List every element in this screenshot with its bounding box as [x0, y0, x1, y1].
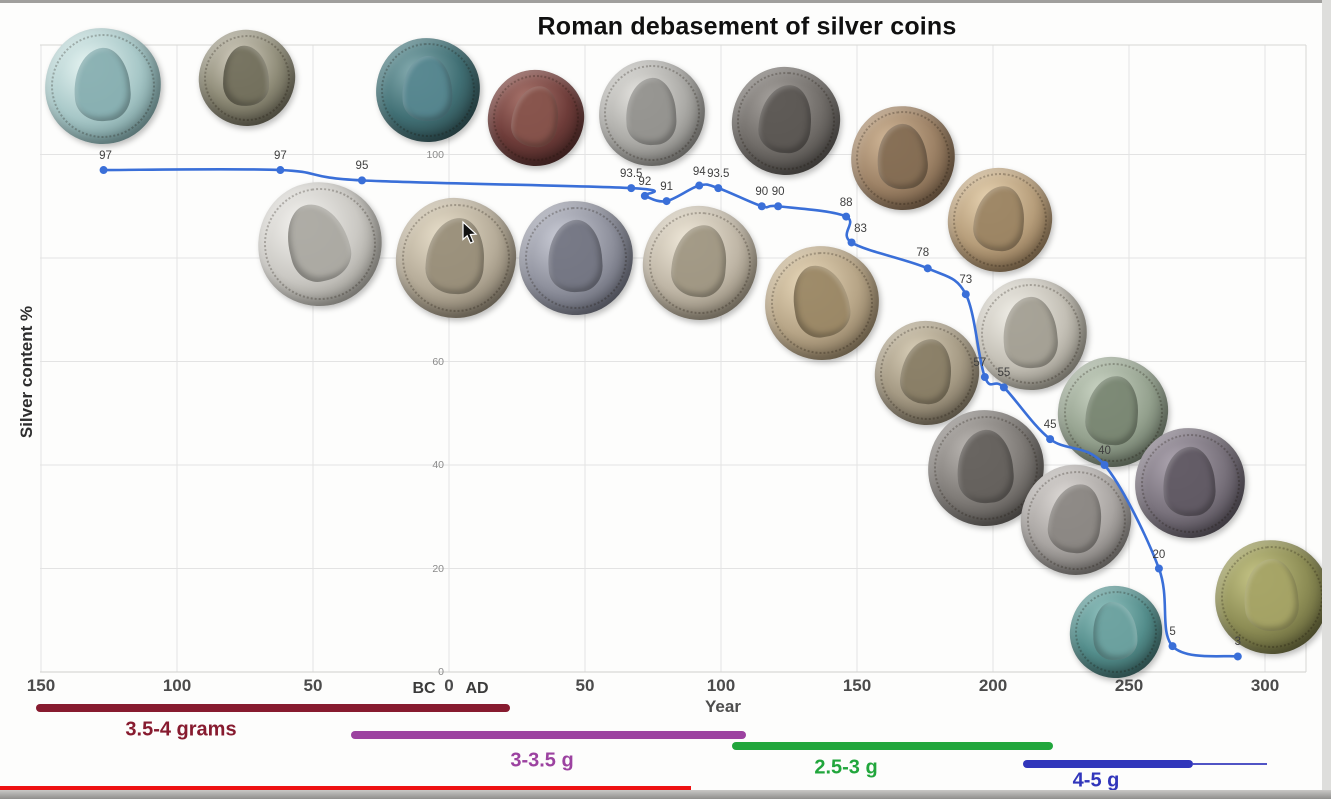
data-point-marker	[1233, 652, 1242, 661]
data-point-label: 5	[1169, 626, 1176, 639]
data-point-label: 94	[692, 165, 706, 178]
data-point-marker	[961, 290, 970, 299]
weight-band-bar	[351, 731, 746, 739]
bc-era-label: BC	[412, 680, 436, 697]
y-tick-label: 100	[426, 148, 444, 161]
data-point-marker	[695, 181, 704, 190]
data-point-label: 90	[771, 186, 785, 199]
weight-band-label: 3-3.5 g	[510, 749, 574, 772]
data-point-label: 78	[916, 247, 930, 260]
data-point-marker	[1100, 461, 1109, 469]
data-point-marker	[640, 191, 649, 200]
weight-band-label: 4-5 g	[1072, 769, 1120, 792]
data-point-label: 3	[1234, 636, 1241, 649]
y-tick-label: 60	[432, 355, 444, 368]
y-tick-label: 20	[432, 562, 444, 575]
x-tick-label: 200	[978, 676, 1008, 695]
data-point-label: 97	[99, 150, 112, 163]
chart-title: Roman debasement of silver coins	[537, 12, 957, 41]
data-point-label: 91	[660, 181, 673, 194]
data-point-marker	[1168, 642, 1177, 651]
data-point-marker	[276, 166, 285, 175]
x-tick-label: 100	[162, 676, 192, 695]
x-tick-label: 0	[444, 676, 454, 695]
data-point-label: 93.5	[620, 168, 643, 181]
x-axis-title: Year	[705, 697, 741, 716]
data-point-label: 20	[1152, 548, 1166, 561]
data-point-label: 73	[959, 274, 973, 287]
x-tick-label: 250	[1114, 676, 1144, 695]
ad-era-label: AD	[465, 680, 489, 697]
data-point-label: 57	[973, 357, 987, 370]
data-point-marker	[662, 197, 671, 206]
weight-band-bar	[36, 704, 510, 712]
data-point-marker	[99, 166, 108, 175]
data-point-label: 97	[273, 150, 287, 163]
weight-band-label: 2.5-3 g	[814, 756, 878, 779]
data-point-label: 93.5	[707, 168, 730, 181]
weight-band-thin-tail	[1193, 763, 1267, 765]
data-point-marker	[847, 238, 856, 247]
data-point-marker	[842, 212, 851, 221]
weight-band-bar	[1023, 760, 1193, 768]
video-progress-track[interactable]	[0, 790, 1331, 799]
data-point-marker	[999, 383, 1008, 392]
cursor-arrow	[462, 220, 478, 244]
data-point-marker	[1154, 564, 1163, 573]
data-point-label: 45	[1043, 419, 1057, 432]
data-point-marker	[357, 176, 366, 185]
window-top-edge	[0, 0, 1331, 3]
data-point-marker	[757, 202, 766, 211]
data-point-marker	[774, 202, 783, 211]
data-point-label: 92	[638, 175, 652, 188]
data-point-label: 95	[355, 160, 369, 173]
silver-content-line	[103, 167, 1239, 658]
x-tick-label: 300	[1250, 676, 1280, 695]
data-point-label: 90	[755, 186, 769, 199]
y-tick-label: 40	[432, 459, 444, 471]
window-right-edge	[1322, 0, 1331, 799]
data-point-label: 55	[997, 367, 1011, 380]
weight-band-bar	[732, 742, 1053, 750]
x-tick-label: 50	[303, 676, 323, 695]
x-tick-label: 100	[706, 676, 736, 695]
data-point-marker	[1046, 435, 1055, 444]
data-point-marker	[980, 373, 989, 382]
x-tick-label: 150	[842, 676, 872, 695]
y-tick-label: 0	[438, 666, 444, 678]
x-tick-label: 50	[575, 676, 595, 695]
data-point-marker	[923, 264, 932, 273]
data-point-label: 40	[1098, 445, 1111, 457]
video-progress-played[interactable]	[0, 786, 691, 790]
weight-band-label: 3.5-4 grams	[125, 718, 237, 741]
data-point-marker	[714, 184, 723, 193]
data-point-label: 83	[854, 223, 867, 236]
data-point-marker	[627, 184, 636, 193]
data-point-label: 88	[839, 196, 853, 209]
x-tick-label: 150	[26, 676, 56, 695]
